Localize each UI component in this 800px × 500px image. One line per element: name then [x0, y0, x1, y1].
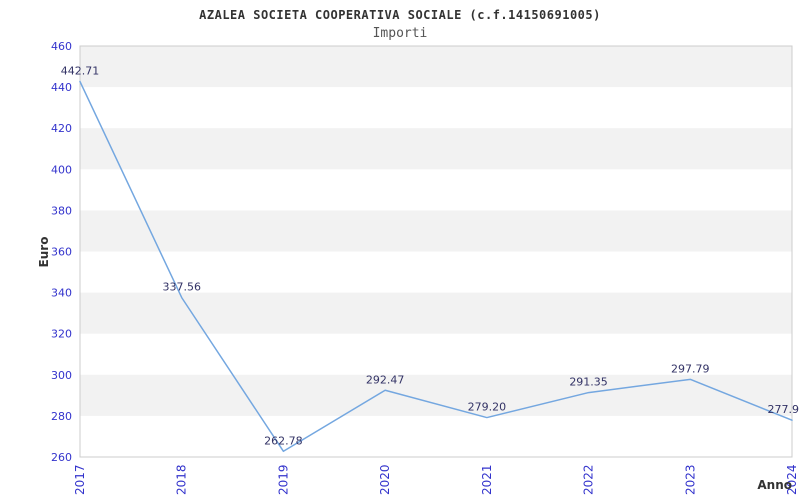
x-tick-label: 2022: [582, 464, 596, 495]
y-tick-label: 460: [51, 40, 72, 53]
grid-band: [80, 374, 792, 416]
x-tick-label: 2019: [276, 464, 290, 495]
grid-band: [80, 210, 792, 252]
y-tick-label: 300: [51, 369, 72, 382]
y-tick-label: 340: [51, 287, 72, 300]
data-point-label: 262.78: [264, 434, 303, 447]
data-point-label: 279.20: [468, 401, 507, 414]
y-tick-label: 420: [51, 122, 72, 135]
data-point-label: 291.35: [569, 376, 608, 389]
series-line: [79, 80, 793, 453]
chart-title: AZALEA SOCIETA COOPERATIVA SOCIALE (c.f.…: [199, 8, 601, 22]
y-tick-label: 440: [51, 81, 72, 94]
x-tick-label: 2021: [480, 464, 494, 495]
data-point-label: 292.47: [366, 373, 405, 386]
x-tick-label: 2023: [683, 464, 697, 495]
plot-border: [79, 45, 793, 458]
x-tick-label: 2018: [175, 464, 189, 495]
chart-subtitle: Importi: [372, 26, 428, 41]
y-tick-label: 260: [51, 451, 72, 464]
data-point-label: 277.9: [768, 403, 800, 416]
y-tick-label: 360: [51, 246, 72, 259]
x-tick-label: 2017: [73, 464, 87, 495]
x-tick-label: 2024: [785, 464, 799, 495]
x-axis-title: Anno: [757, 478, 792, 492]
x-tick-label: 2020: [378, 464, 392, 495]
grid-band: [80, 128, 792, 170]
grid-band: [80, 46, 792, 88]
y-tick-label: 380: [51, 204, 72, 217]
y-tick-label: 320: [51, 328, 72, 341]
y-tick-label: 400: [51, 163, 72, 176]
data-point-label: 337.56: [162, 281, 201, 294]
y-axis-title: Euro: [37, 236, 51, 268]
data-point-label: 297.79: [671, 362, 710, 375]
y-tick-label: 280: [51, 410, 72, 423]
grid-band: [80, 292, 792, 334]
data-point-label: 442.71: [61, 65, 100, 78]
